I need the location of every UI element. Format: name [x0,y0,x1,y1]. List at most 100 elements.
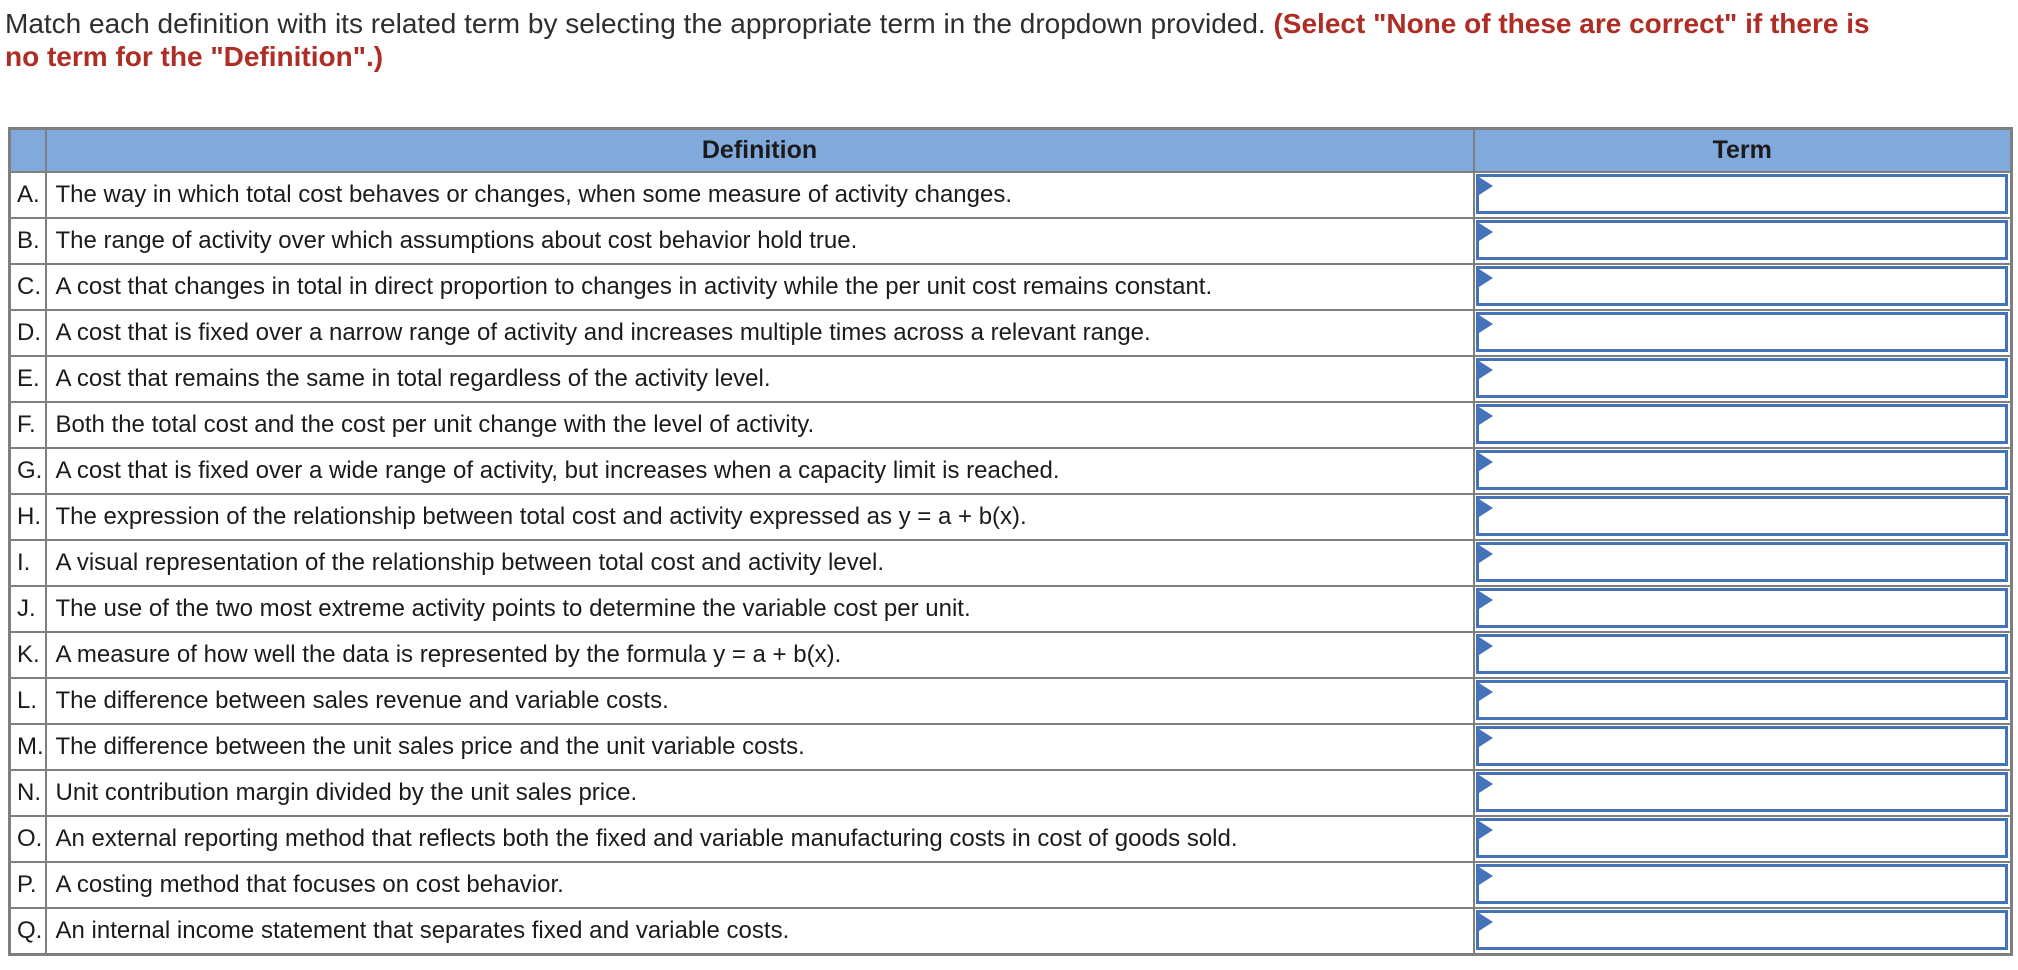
definition-cell: A cost that is fixed over a narrow range… [44,308,1475,357]
triangle-right-icon [1478,682,1493,701]
term-dropdown[interactable] [1475,633,2008,674]
definition-cell: A cost that changes in total in direct p… [44,262,1475,311]
row-letter: L. [8,676,47,725]
term-cell [1472,492,2013,541]
table-row: E. A cost that remains the same in total… [8,354,2013,403]
term-dropdown[interactable] [1475,449,2008,490]
term-cell [1472,308,2013,357]
term-dropdown[interactable] [1475,541,2008,582]
definition-column-header: Definition [44,127,1475,173]
term-cell [1472,814,2013,863]
instructions-text: Match each definition with its related t… [0,0,1870,73]
row-letter: C. [8,262,47,311]
table-row: G. A cost that is fixed over a wide rang… [8,446,2013,495]
term-cell [1472,400,2013,449]
term-cell [1472,446,2013,495]
term-dropdown[interactable] [1475,173,2008,214]
triangle-right-icon [1478,498,1493,517]
triangle-right-icon [1478,176,1493,195]
table-row: D. A cost that is fixed over a narrow ra… [8,308,2013,357]
triangle-right-icon [1478,544,1493,563]
row-letter: Q. [8,906,47,956]
table-row: L. The difference between sales revenue … [8,676,2013,725]
row-letter: N. [8,768,47,817]
term-cell [1472,676,2013,725]
definition-cell: A visual representation of the relations… [44,538,1475,587]
definition-cell: The use of the two most extreme activity… [44,584,1475,633]
table-row: C. A cost that changes in total in direc… [8,262,2013,311]
term-column-header: Term [1472,127,2013,173]
definition-cell: The range of activity over which assumpt… [44,216,1475,265]
term-dropdown[interactable] [1475,219,2008,260]
table-row: K. A measure of how well the data is rep… [8,630,2013,679]
definition-cell: The difference between the unit sales pr… [44,722,1475,771]
row-letter: H. [8,492,47,541]
term-dropdown[interactable] [1475,725,2008,766]
definition-cell: The way in which total cost behaves or c… [44,170,1475,219]
term-cell [1472,538,2013,587]
table-row: H. The expression of the relationship be… [8,492,2013,541]
definition-cell: A cost that is fixed over a wide range o… [44,446,1475,495]
term-dropdown[interactable] [1475,265,2008,306]
triangle-right-icon [1478,452,1493,471]
term-dropdown[interactable] [1475,587,2008,628]
term-cell [1472,170,2013,219]
term-cell [1472,354,2013,403]
term-cell [1472,584,2013,633]
term-cell [1472,860,2013,909]
row-letter: J. [8,584,47,633]
table-row: B. The range of activity over which assu… [8,216,2013,265]
corner-header-cell [8,127,47,173]
instructions-emphasis: (Select "None of these are correct" if t… [5,8,1870,73]
definition-cell: A measure of how well the data is repres… [44,630,1475,679]
triangle-right-icon [1478,268,1493,287]
triangle-right-icon [1478,314,1493,333]
term-cell [1472,216,2013,265]
definition-cell: The difference between sales revenue and… [44,676,1475,725]
table-row: Q. An internal income statement that sep… [8,906,2013,956]
term-dropdown[interactable] [1475,679,2008,720]
row-letter: P. [8,860,47,909]
row-letter: F. [8,400,47,449]
row-letter: A. [8,170,47,219]
table-row: F. Both the total cost and the cost per … [8,400,2013,449]
definition-cell: Both the total cost and the cost per uni… [44,400,1475,449]
row-letter: E. [8,354,47,403]
term-dropdown[interactable] [1475,771,2008,812]
definition-cell: A costing method that focuses on cost be… [44,860,1475,909]
term-dropdown[interactable] [1475,863,2008,904]
term-cell [1472,722,2013,771]
definition-cell: Unit contribution margin divided by the … [44,768,1475,817]
row-letter: G. [8,446,47,495]
triangle-right-icon [1478,636,1493,655]
triangle-right-icon [1478,866,1493,885]
term-cell [1472,768,2013,817]
table-row: O. An external reporting method that ref… [8,814,2013,863]
term-dropdown[interactable] [1475,495,2008,536]
definition-term-table: Definition Term A. The way in which tota… [8,127,2013,956]
term-dropdown[interactable] [1475,357,2008,398]
table-row: A. The way in which total cost behaves o… [8,170,2013,219]
definition-cell: The expression of the relationship betwe… [44,492,1475,541]
table-row: P. A costing method that focuses on cost… [8,860,2013,909]
row-letter: M. [8,722,47,771]
triangle-right-icon [1478,912,1493,931]
definitions-table-body: A. The way in which total cost behaves o… [8,170,2013,956]
row-letter: D. [8,308,47,357]
table-row: N. Unit contribution margin divided by t… [8,768,2013,817]
table-header-row: Definition Term [8,127,2013,173]
table-row: M. The difference between the unit sales… [8,722,2013,771]
row-letter: I. [8,538,47,587]
triangle-right-icon [1478,222,1493,241]
table-row: I. A visual representation of the relati… [8,538,2013,587]
term-dropdown[interactable] [1475,311,2008,352]
term-dropdown[interactable] [1475,403,2008,444]
table-row: J. The use of the two most extreme activ… [8,584,2013,633]
term-dropdown[interactable] [1475,817,2008,858]
row-letter: B. [8,216,47,265]
term-dropdown[interactable] [1475,909,2008,950]
term-cell [1472,262,2013,311]
definition-cell: A cost that remains the same in total re… [44,354,1475,403]
term-cell [1472,630,2013,679]
triangle-right-icon [1478,360,1493,379]
